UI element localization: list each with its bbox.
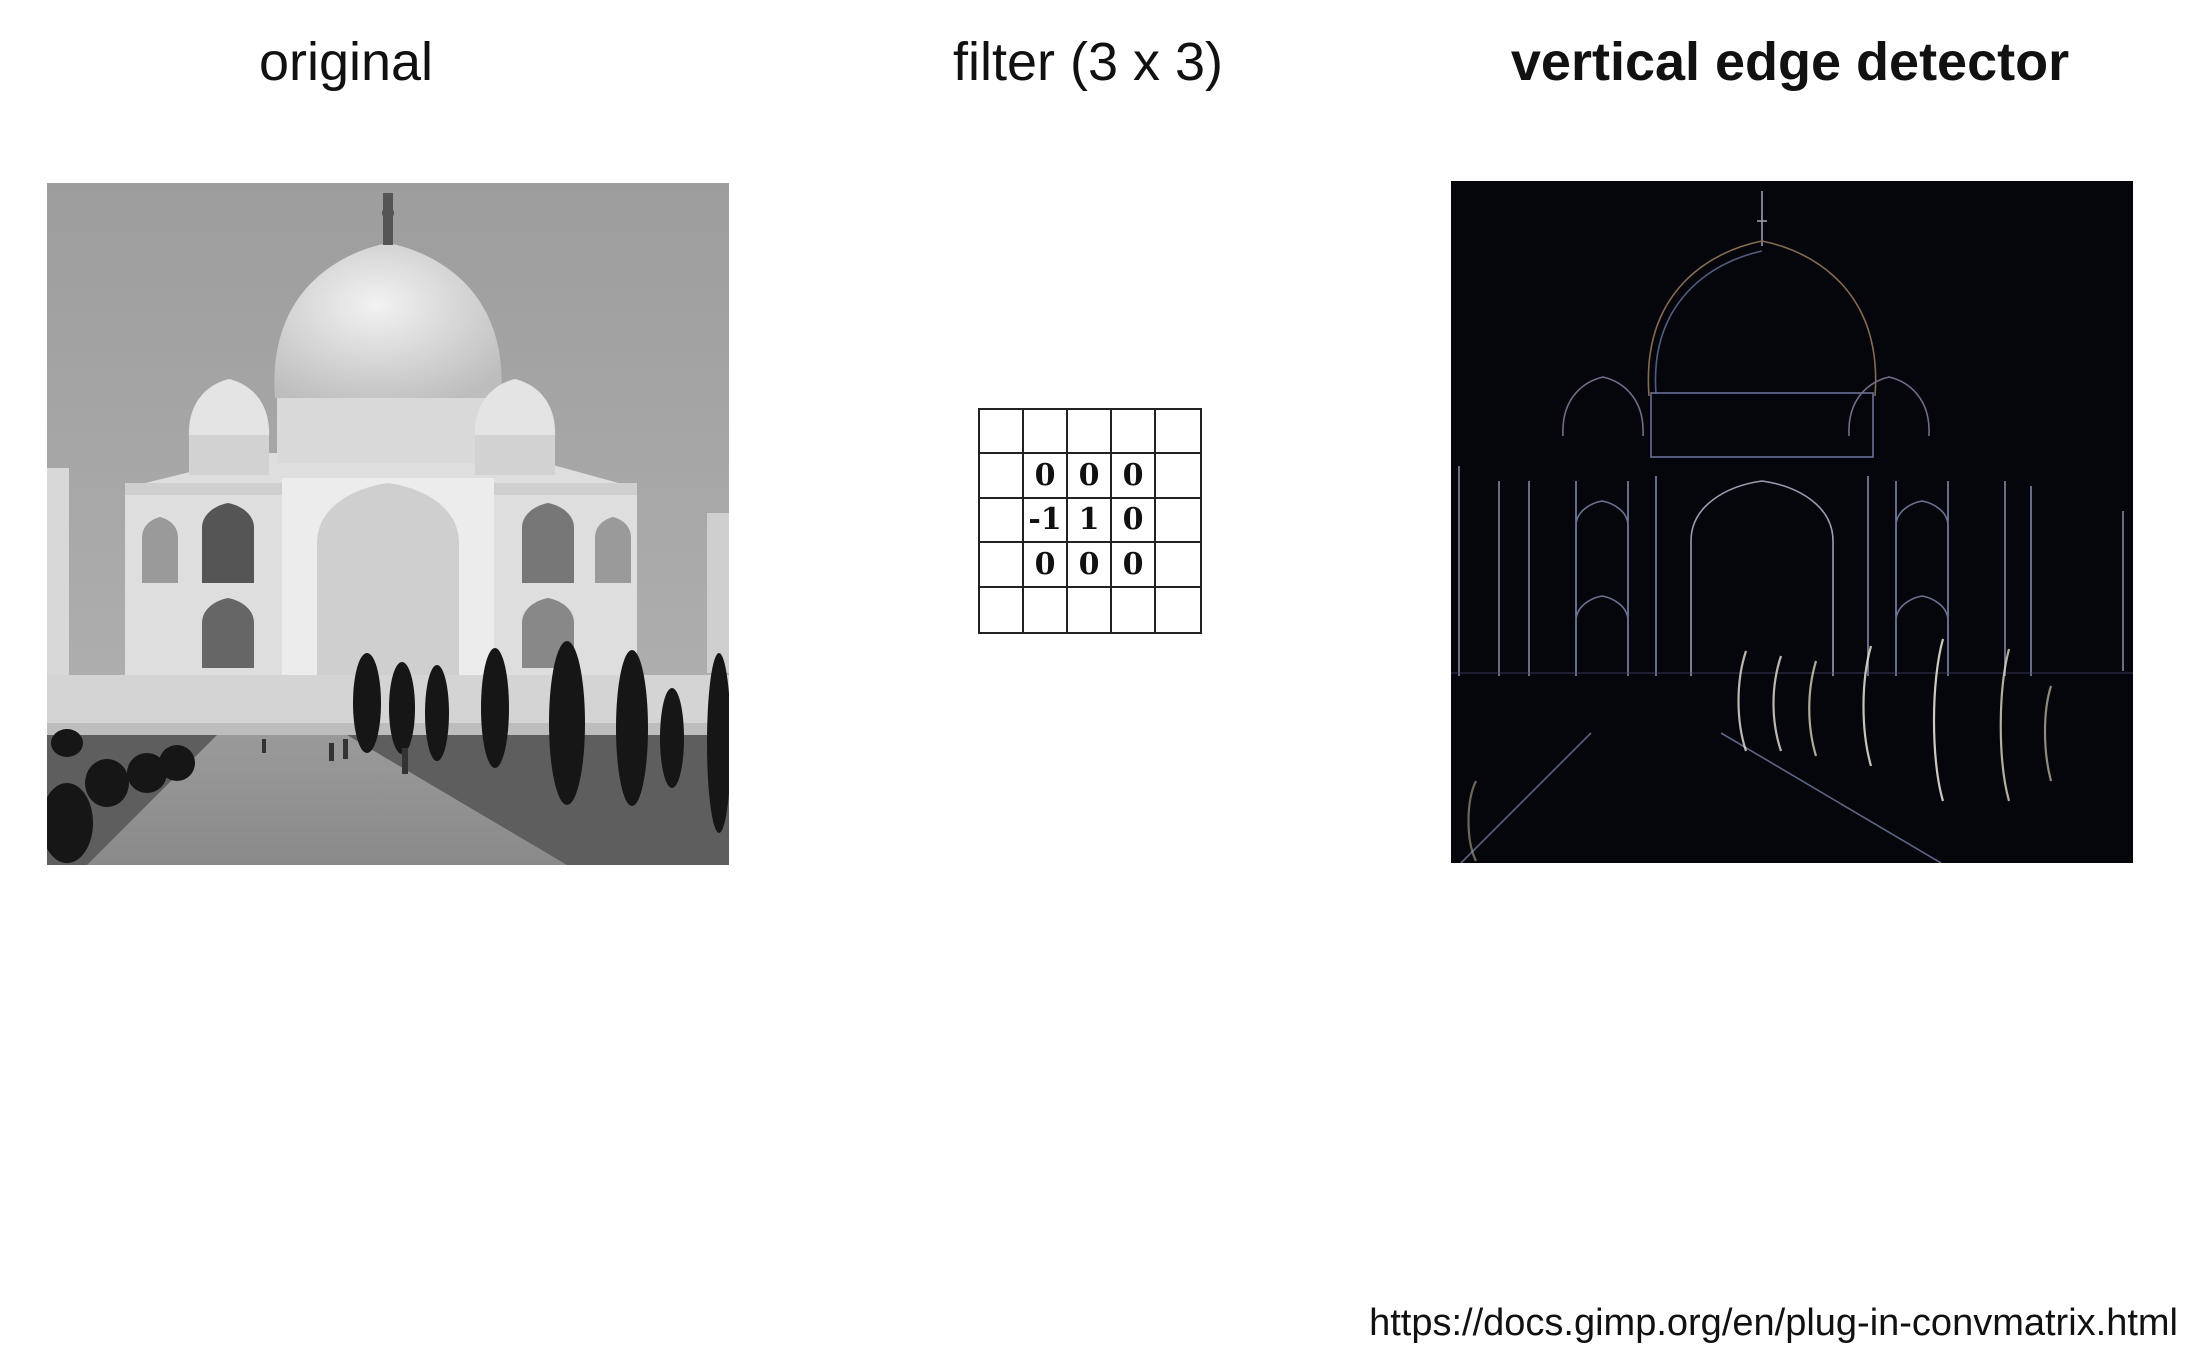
result-heading: vertical edge detector bbox=[1510, 32, 2070, 92]
kernel-cell: 0 bbox=[1112, 454, 1156, 499]
source-link[interactable]: https://docs.gimp.org/en/plug-in-convmat… bbox=[1369, 1302, 2178, 1344]
original-image bbox=[47, 183, 729, 865]
kernel-cell bbox=[1156, 543, 1200, 588]
original-heading: original bbox=[258, 32, 434, 92]
kernel-cell bbox=[1156, 588, 1200, 632]
kernel-cell: -1 bbox=[1024, 498, 1068, 544]
kernel-cell: 0 bbox=[1068, 543, 1112, 588]
kernel-cell: 0 bbox=[1112, 498, 1156, 544]
kernel-cell: 0 bbox=[1112, 543, 1156, 588]
kernel-cell bbox=[1068, 410, 1112, 455]
kernel-cell bbox=[1156, 454, 1200, 499]
kernel-cell bbox=[980, 498, 1024, 544]
kernel-matrix: 0 0 0 -1 1 0 0 0 0 bbox=[978, 408, 1202, 634]
kernel-cell: 0 bbox=[1068, 454, 1112, 499]
kernel-cell: 0 bbox=[1024, 454, 1068, 499]
kernel-cell: 0 bbox=[1024, 543, 1068, 588]
kernel-cell bbox=[1024, 587, 1068, 632]
kernel-cell bbox=[980, 587, 1024, 632]
kernel-cell bbox=[1112, 587, 1156, 632]
kernel-cell bbox=[1024, 410, 1068, 455]
filter-heading: filter (3 x 3) bbox=[952, 32, 1224, 92]
kernel-cell bbox=[980, 543, 1024, 588]
kernel-cell: 1 bbox=[1068, 498, 1112, 544]
kernel-cell bbox=[1112, 410, 1156, 455]
kernel-cell bbox=[1156, 499, 1200, 544]
kernel-cell bbox=[1068, 587, 1112, 632]
kernel-cell bbox=[1156, 410, 1200, 455]
edge-detected-image bbox=[1451, 181, 2133, 863]
kernel-cell bbox=[980, 454, 1024, 499]
kernel-cell bbox=[980, 410, 1024, 455]
